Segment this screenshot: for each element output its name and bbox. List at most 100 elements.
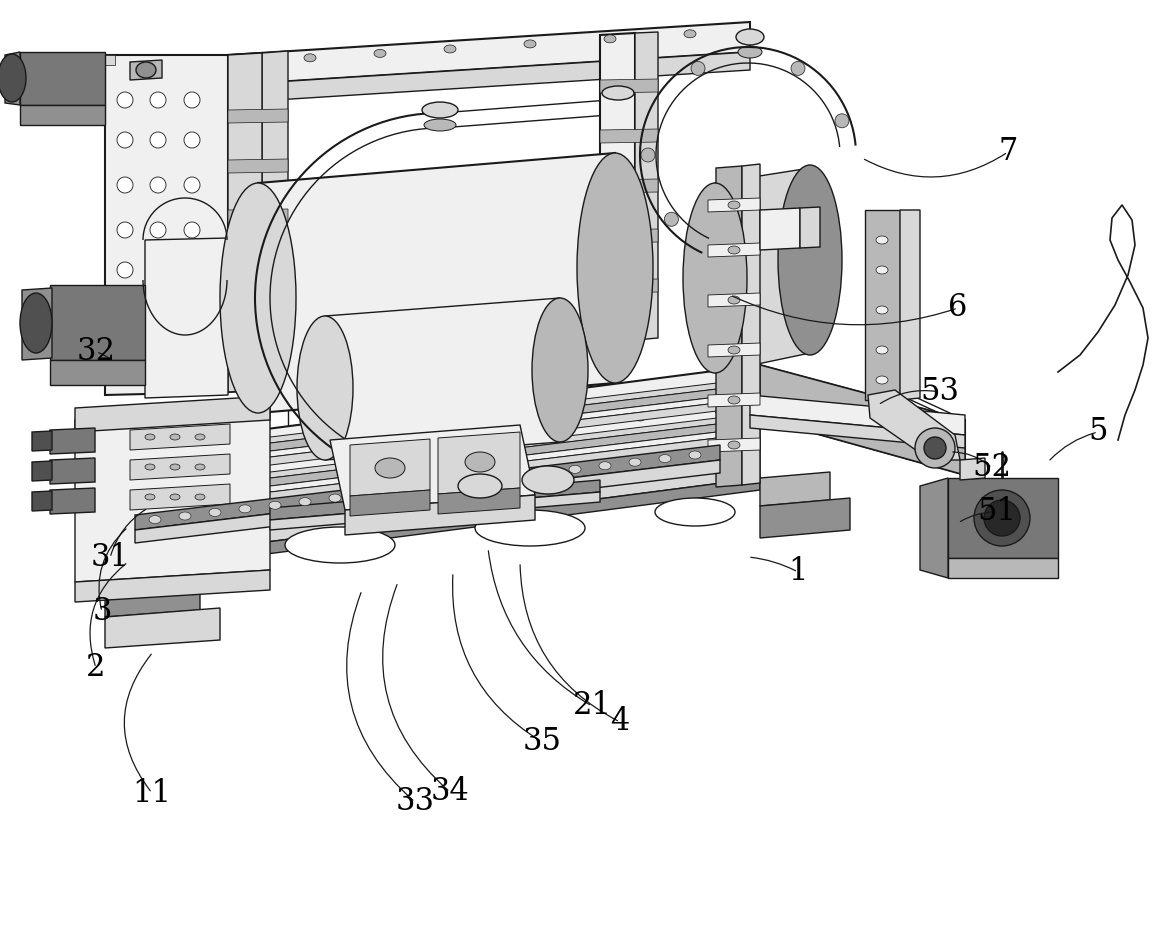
Ellipse shape <box>136 62 156 78</box>
Ellipse shape <box>984 500 1020 536</box>
Polygon shape <box>258 153 615 413</box>
Ellipse shape <box>179 512 191 520</box>
Ellipse shape <box>655 498 734 526</box>
Ellipse shape <box>184 222 199 238</box>
Ellipse shape <box>444 45 455 53</box>
Polygon shape <box>105 55 115 65</box>
Ellipse shape <box>876 376 888 384</box>
Polygon shape <box>325 298 560 460</box>
Polygon shape <box>135 445 719 530</box>
Ellipse shape <box>304 54 316 62</box>
Polygon shape <box>22 288 52 360</box>
Ellipse shape <box>169 464 180 470</box>
Polygon shape <box>20 105 105 125</box>
Ellipse shape <box>728 346 740 354</box>
Polygon shape <box>228 53 262 392</box>
Ellipse shape <box>876 346 888 354</box>
Ellipse shape <box>604 35 616 42</box>
Text: 4: 4 <box>610 706 630 738</box>
Polygon shape <box>75 396 270 432</box>
Ellipse shape <box>523 40 536 48</box>
Polygon shape <box>948 478 1058 558</box>
Polygon shape <box>32 491 52 511</box>
Polygon shape <box>438 432 520 494</box>
Ellipse shape <box>422 102 458 118</box>
Ellipse shape <box>835 114 849 128</box>
Ellipse shape <box>150 222 166 238</box>
Polygon shape <box>130 434 749 517</box>
Polygon shape <box>50 428 95 454</box>
Ellipse shape <box>876 306 888 314</box>
Ellipse shape <box>145 464 155 470</box>
Ellipse shape <box>689 451 701 459</box>
Polygon shape <box>920 478 948 578</box>
Text: 5: 5 <box>1088 416 1108 447</box>
Polygon shape <box>105 418 760 563</box>
Ellipse shape <box>116 92 133 108</box>
Polygon shape <box>228 309 288 323</box>
Ellipse shape <box>116 262 133 278</box>
Ellipse shape <box>150 307 166 323</box>
Ellipse shape <box>424 119 455 131</box>
Ellipse shape <box>728 201 740 209</box>
Ellipse shape <box>660 455 671 463</box>
Polygon shape <box>130 399 749 482</box>
Ellipse shape <box>145 434 155 440</box>
Ellipse shape <box>20 293 52 353</box>
Polygon shape <box>5 52 20 105</box>
Polygon shape <box>50 458 95 484</box>
Polygon shape <box>130 60 163 80</box>
Polygon shape <box>105 55 228 395</box>
Polygon shape <box>228 53 262 392</box>
Polygon shape <box>130 424 229 450</box>
Polygon shape <box>130 379 749 460</box>
Ellipse shape <box>239 505 251 512</box>
Ellipse shape <box>220 183 296 413</box>
Ellipse shape <box>915 428 955 468</box>
Ellipse shape <box>684 30 696 38</box>
Polygon shape <box>130 473 145 482</box>
Polygon shape <box>228 52 749 103</box>
Ellipse shape <box>600 462 611 470</box>
Polygon shape <box>130 428 749 509</box>
Ellipse shape <box>715 408 725 414</box>
Polygon shape <box>50 488 95 514</box>
Polygon shape <box>32 461 52 481</box>
Text: 51: 51 <box>978 496 1017 528</box>
Polygon shape <box>948 558 1058 578</box>
Ellipse shape <box>635 415 645 421</box>
Polygon shape <box>105 608 220 648</box>
Polygon shape <box>749 415 965 448</box>
Ellipse shape <box>876 266 888 274</box>
Polygon shape <box>760 208 800 250</box>
Ellipse shape <box>522 466 574 494</box>
Polygon shape <box>32 431 52 451</box>
Ellipse shape <box>150 92 166 108</box>
Text: 35: 35 <box>522 726 562 757</box>
Ellipse shape <box>389 487 401 495</box>
Ellipse shape <box>285 527 395 563</box>
Polygon shape <box>130 459 145 468</box>
Text: 2: 2 <box>86 653 106 684</box>
Polygon shape <box>130 494 145 503</box>
Ellipse shape <box>169 434 180 440</box>
Polygon shape <box>75 570 270 602</box>
Text: 3: 3 <box>92 596 112 627</box>
Polygon shape <box>760 365 965 475</box>
Polygon shape <box>130 454 229 480</box>
Polygon shape <box>600 129 658 143</box>
Ellipse shape <box>359 491 371 498</box>
Polygon shape <box>130 414 749 495</box>
Ellipse shape <box>184 132 199 148</box>
Ellipse shape <box>116 347 133 363</box>
Polygon shape <box>270 492 600 530</box>
Polygon shape <box>708 198 760 212</box>
Text: 32: 32 <box>76 336 115 367</box>
Ellipse shape <box>345 440 355 446</box>
Polygon shape <box>600 179 658 193</box>
Ellipse shape <box>775 400 785 406</box>
Ellipse shape <box>375 458 405 478</box>
Polygon shape <box>760 472 830 506</box>
Ellipse shape <box>728 246 740 254</box>
Polygon shape <box>708 393 760 407</box>
